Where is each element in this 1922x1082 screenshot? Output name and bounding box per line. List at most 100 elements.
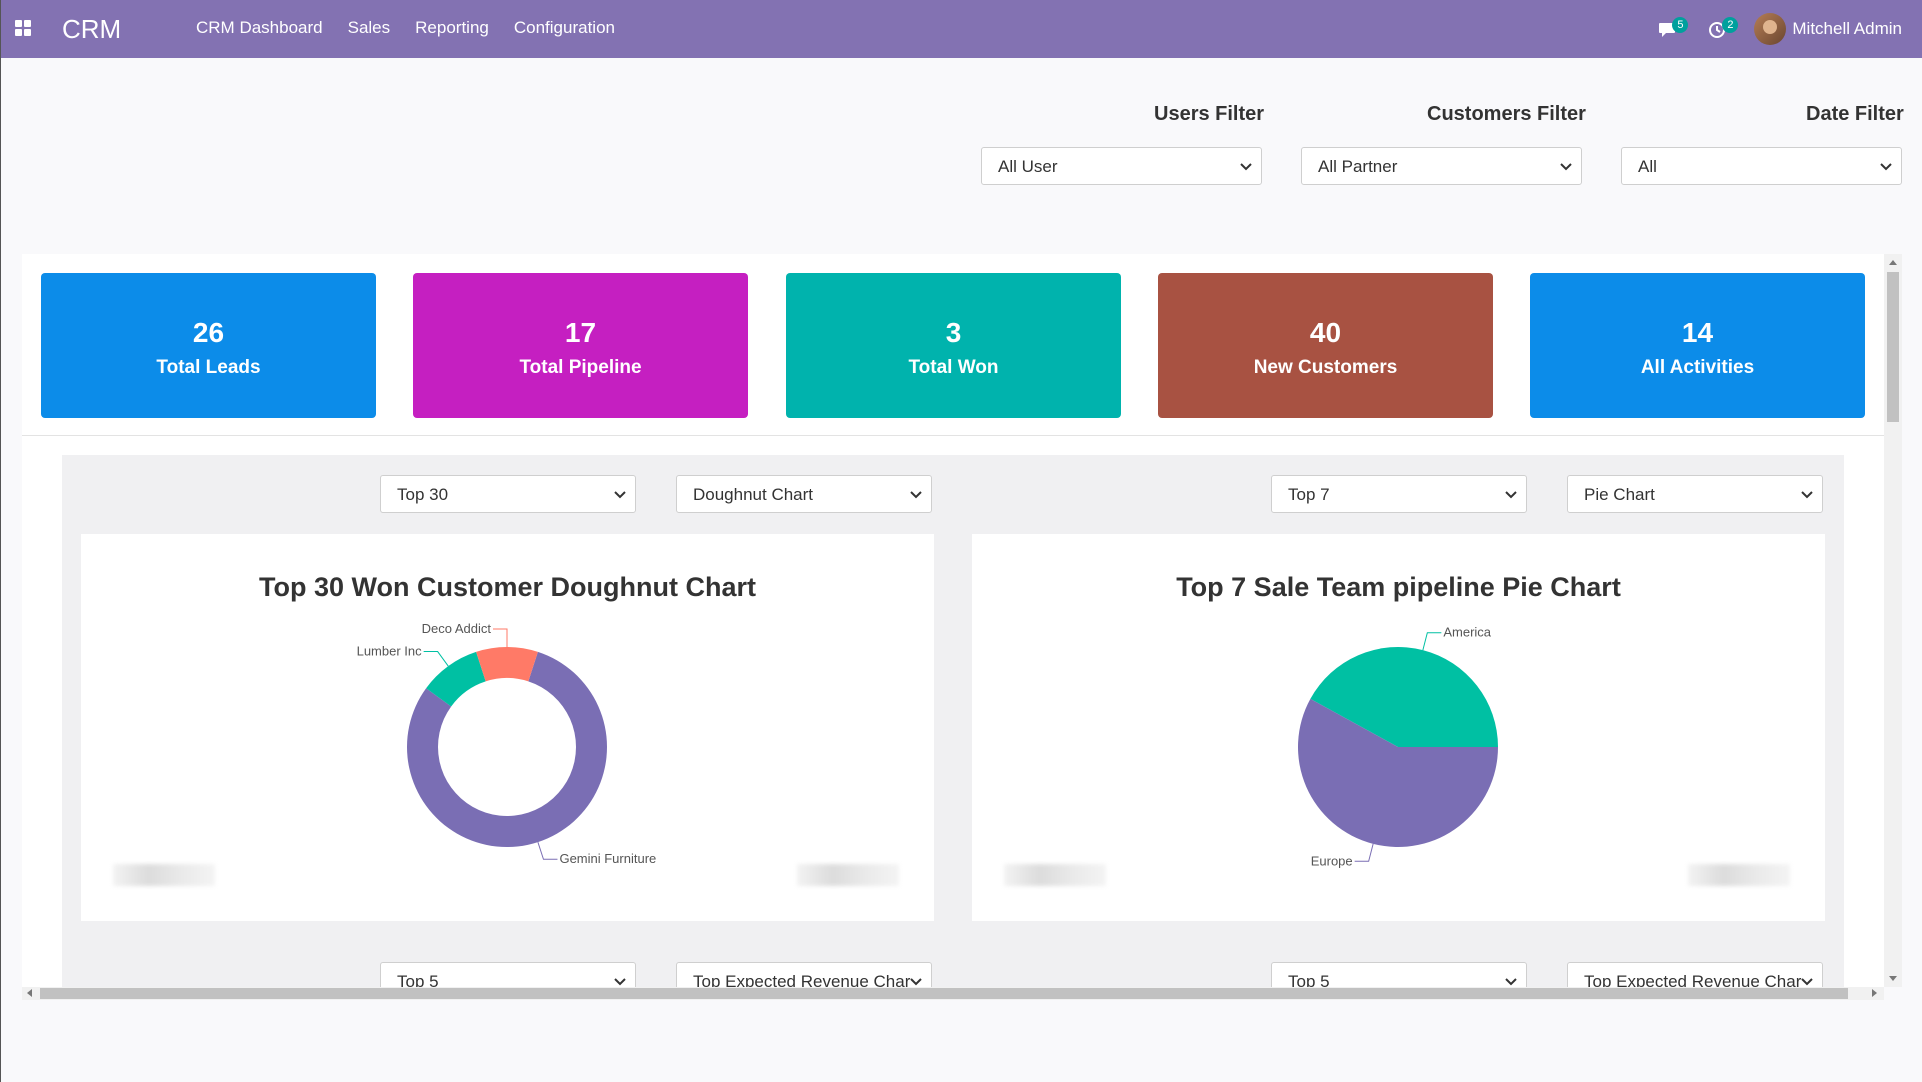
blurred-control <box>1688 864 1790 886</box>
menu-crm-dashboard[interactable]: CRM Dashboard <box>196 18 323 37</box>
chart-leader-line <box>423 651 449 667</box>
top-navbar: CRM CRM Dashboard Sales Reporting Config… <box>0 0 1922 58</box>
chart-slice-label: Deco Addict <box>422 621 492 636</box>
card-total-pipeline[interactable]: 17 Total Pipeline <box>413 273 748 418</box>
scroll-right-icon[interactable] <box>1872 989 1877 997</box>
right-chart-type-value: Pie Chart <box>1584 485 1655 504</box>
doughnut-chart: Gemini Furniture Lumber Inc Deco Addict <box>357 621 657 866</box>
apps-menu-icon[interactable] <box>15 20 31 36</box>
doughnut-chart-title: Top 30 Won Customer Doughnut Chart <box>259 572 756 602</box>
chevron-down-icon <box>1505 978 1517 986</box>
pie-chart-title: Top 7 Sale Team pipeline Pie Chart <box>1176 572 1621 602</box>
customers-filter-value: All Partner <box>1318 157 1398 176</box>
chart-leader-line <box>1422 632 1442 651</box>
chevron-down-icon <box>910 978 922 986</box>
chart-leader-line <box>493 628 508 647</box>
left-chart-type-value: Doughnut Chart <box>693 485 814 504</box>
chart-slice-deco-addict[interactable] <box>476 647 538 682</box>
users-filter-select[interactable]: All User <box>981 147 1262 185</box>
chevron-down-icon <box>1560 163 1572 171</box>
chart-slice-label: Gemini Furniture <box>559 851 656 866</box>
card-label: All Activities <box>1640 357 1755 378</box>
activities-button[interactable]: 2 <box>1704 14 1739 44</box>
card-total-won[interactable]: 3 Total Won <box>786 273 1121 418</box>
card-total-leads[interactable]: 26 Total Leads <box>41 273 376 418</box>
chevron-down-icon <box>1240 163 1252 171</box>
bottom-left-top-value: Top 5 <box>397 972 439 991</box>
chevron-down-icon <box>1801 491 1813 499</box>
bottom-right-top-value: Top 5 <box>1288 972 1330 991</box>
left-top-select[interactable]: Top 30 <box>380 475 636 513</box>
pie-chart-card: Top 7 Sale Team pipeline Pie Chart Ameri… <box>972 534 1825 921</box>
card-value: 3 <box>945 317 962 348</box>
users-filter-label: Users Filter <box>1154 103 1265 125</box>
left-chart-type-select[interactable]: Doughnut Chart <box>676 475 932 513</box>
chart-slice-europe[interactable] <box>1298 698 1498 847</box>
left-top-value: Top 30 <box>397 485 449 504</box>
customers-filter-label: Customers Filter <box>1427 103 1586 125</box>
chevron-down-icon <box>614 978 626 986</box>
menu-reporting[interactable]: Reporting <box>415 18 489 37</box>
app-brand[interactable]: CRM <box>62 14 122 44</box>
chart-leader-line <box>537 841 558 860</box>
date-filter-label: Date Filter <box>1806 103 1904 125</box>
chart-slice-label: Europe <box>1311 853 1353 868</box>
scroll-left-icon[interactable] <box>27 989 32 997</box>
chart-slice-gemini-furniture[interactable] <box>406 651 607 847</box>
scroll-down-icon[interactable] <box>1889 976 1897 981</box>
card-value: 14 <box>1681 317 1714 348</box>
card-label: New Customers <box>1253 357 1398 378</box>
main-menu: CRM Dashboard Sales Reporting Configurat… <box>196 18 615 38</box>
chevron-down-icon <box>1801 978 1813 986</box>
card-value: 17 <box>564 317 597 348</box>
blurred-control <box>113 864 215 886</box>
card-label: Total Won <box>908 357 999 378</box>
chart-slice-america[interactable] <box>1310 647 1498 747</box>
menu-configuration[interactable]: Configuration <box>513 18 615 37</box>
card-label: Total Pipeline <box>519 357 642 378</box>
right-chart-type-select[interactable]: Pie Chart <box>1567 475 1823 513</box>
right-top-select[interactable]: Top 7 <box>1271 475 1527 513</box>
date-filter-select[interactable]: All <box>1621 147 1902 185</box>
card-new-customers[interactable]: 40 New Customers <box>1158 273 1493 418</box>
horizontal-scroll-thumb[interactable] <box>40 988 1848 999</box>
users-filter-value: All User <box>998 157 1058 176</box>
chevron-down-icon <box>1880 163 1892 171</box>
activities-badge: 2 <box>1722 17 1739 33</box>
card-label: Total Leads <box>156 357 261 378</box>
chart-slice-lumber-inc[interactable] <box>426 651 486 707</box>
chevron-down-icon <box>910 491 922 499</box>
card-value: 26 <box>192 317 225 348</box>
chart-leader-line <box>1354 843 1374 862</box>
chart-slice-label: Lumber Inc <box>357 644 423 659</box>
date-filter-value: All <box>1638 157 1657 176</box>
right-top-value: Top 7 <box>1288 485 1330 504</box>
chat-icon <box>1659 23 1676 37</box>
user-menu[interactable]: Mitchell Admin <box>1754 13 1902 45</box>
blurred-control <box>1004 864 1106 886</box>
charts-area: Top 30 Doughnut Chart Top 7 Pie Chart To… <box>62 455 1844 1000</box>
doughnut-chart-card: Top 30 Won Customer Doughnut Chart Gemin… <box>81 534 934 921</box>
chevron-down-icon <box>1505 491 1517 499</box>
avatar <box>1754 13 1787 45</box>
scroll-up-icon[interactable] <box>1889 260 1897 265</box>
pie-chart: America Europe <box>1298 625 1498 868</box>
menu-sales[interactable]: Sales <box>347 18 391 37</box>
chevron-down-icon <box>614 491 626 499</box>
customers-filter-select[interactable]: All Partner <box>1301 147 1582 185</box>
messages-badge: 5 <box>1672 17 1689 33</box>
blurred-control <box>797 864 899 886</box>
user-name: Mitchell Admin <box>1792 19 1902 38</box>
bottom-left-type-value: Top Expected Revenue Char <box>693 972 911 991</box>
dashboard-panel: 26 Total Leads 17 Total Pipeline 3 Total… <box>22 254 1884 1000</box>
divider <box>22 435 1884 436</box>
chart-slice-label: America <box>1443 625 1491 640</box>
vertical-scroll-thumb[interactable] <box>1887 272 1899 422</box>
horizontal-scrollbar[interactable] <box>22 987 1884 1000</box>
card-value: 40 <box>1309 317 1342 348</box>
vertical-scrollbar[interactable] <box>1884 254 1902 987</box>
navbar-right: 5 2 Mitchell Admin <box>1654 0 1922 58</box>
messages-button[interactable]: 5 <box>1654 14 1689 44</box>
card-all-activities[interactable]: 14 All Activities <box>1530 273 1865 418</box>
bottom-right-type-value: Top Expected Revenue Char <box>1584 972 1802 991</box>
